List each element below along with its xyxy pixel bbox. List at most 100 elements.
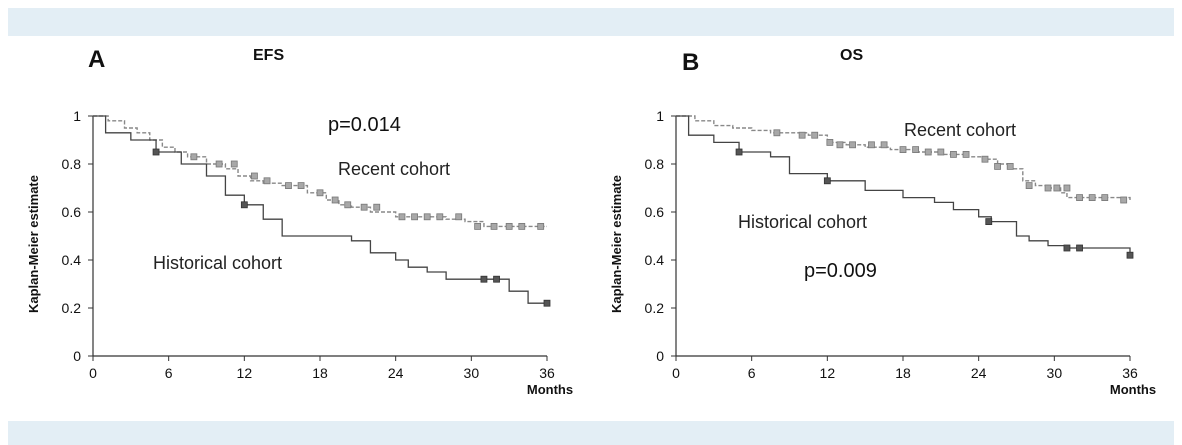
- censor-mark: [316, 189, 324, 197]
- censor-mark: [735, 148, 743, 156]
- censor-mark: [899, 146, 907, 153]
- censor-mark: [823, 177, 831, 185]
- x-axis-title: Months: [527, 382, 573, 397]
- x-tick-label: 30: [1047, 365, 1063, 381]
- y-tick-label: 0.6: [645, 204, 665, 220]
- x-tick-label: 18: [312, 365, 328, 381]
- censor-mark: [937, 148, 945, 156]
- y-tick-label: 0.8: [62, 156, 82, 172]
- panel-letter: A: [88, 46, 105, 73]
- censor-mark: [1120, 196, 1128, 204]
- y-tick-label: 0.8: [645, 156, 665, 172]
- censor-mark: [1126, 251, 1134, 259]
- top-band: [8, 8, 1174, 36]
- censor-mark: [924, 148, 932, 156]
- historical-cohort-label: Historical cohort: [153, 253, 282, 273]
- censor-mark: [537, 222, 545, 230]
- censor-mark: [480, 275, 488, 283]
- censor-mark: [1088, 194, 1096, 202]
- censor-mark: [962, 151, 970, 158]
- y-tick-label: 0.4: [645, 252, 665, 268]
- censor-mark: [360, 203, 368, 211]
- panel-b-os-chart: B OS 0 6 12 18 24 30 36 0 0.2 0.4 0.6 0.8 1 Months Kapla…: [594, 36, 1164, 420]
- censor-mark: [411, 213, 418, 221]
- censor-mark: [505, 222, 513, 230]
- y-tick-label: 0.2: [645, 300, 665, 316]
- censor-mark: [297, 182, 305, 190]
- censor-mark: [373, 203, 381, 211]
- censor-mark: [811, 131, 819, 139]
- km-chart-svg: B OS 0 6 12 18 24 30 36 0 0.2 0.4 0.6 0.8 1 Months Kapla…: [609, 47, 1156, 397]
- y-tick-label: 0.2: [62, 300, 82, 316]
- censor-mark: [285, 182, 292, 190]
- x-tick-label: 6: [748, 365, 756, 381]
- x-tick-label: 12: [237, 365, 253, 381]
- censor-mark: [518, 222, 526, 230]
- y-tick-label: 0: [73, 348, 81, 364]
- x-tick-label: 36: [1122, 365, 1138, 381]
- censor-mark: [981, 155, 989, 163]
- censor-mark: [263, 177, 271, 185]
- censor-mark: [1053, 184, 1061, 192]
- recent-cohort-label: Recent cohort: [338, 159, 450, 179]
- recent-cohort-label: Recent cohort: [904, 120, 1016, 140]
- censor-mark: [436, 213, 444, 221]
- censor-mark: [985, 218, 993, 226]
- x-tick-label: 24: [388, 365, 404, 381]
- panel-a-efs-chart: A EFS 0 6 12 18 24 30 36 0 0.2 0.4 0.6 0.8 1 Months Kapl…: [8, 36, 578, 420]
- censor-mark: [950, 151, 957, 158]
- chart-title: OS: [840, 47, 863, 64]
- censor-mark: [1006, 163, 1014, 170]
- y-tick-label: 1: [656, 108, 664, 124]
- y-tick-label: 0: [656, 348, 664, 364]
- y-tick-label: 0.6: [62, 204, 82, 220]
- censor-mark: [773, 129, 781, 137]
- historical-cohort-curve: [676, 115, 1131, 256]
- p-value-label: p=0.014: [328, 114, 401, 136]
- censor-mark: [836, 141, 844, 149]
- censor-mark: [344, 201, 352, 209]
- panel-letter: B: [682, 49, 699, 76]
- x-tick-label: 30: [464, 365, 480, 381]
- x-tick-label: 12: [820, 365, 836, 381]
- censor-mark: [152, 148, 160, 156]
- historical-cohort-label: Historical cohort: [738, 212, 867, 232]
- x-tick-label: 6: [165, 365, 173, 381]
- x-tick-label: 36: [539, 365, 555, 381]
- censor-mark: [1101, 194, 1109, 202]
- y-tick-label: 1: [73, 108, 81, 124]
- censor-mark: [1076, 194, 1083, 202]
- km-chart-svg: A EFS 0 6 12 18 24 30 36 0 0.2 0.4 0.6 0.8 1 Months Kapl…: [26, 46, 573, 397]
- censor-mark: [190, 153, 198, 161]
- censor-mark: [880, 141, 888, 149]
- y-tick-label: 0.4: [62, 252, 82, 268]
- censor-mark: [798, 131, 806, 139]
- bottom-band: [8, 421, 1174, 445]
- x-tick-label: 0: [672, 365, 680, 381]
- censor-mark: [251, 172, 258, 180]
- censor-mark: [826, 139, 834, 146]
- censor-mark: [331, 196, 339, 204]
- censor-mark: [1063, 244, 1071, 252]
- censor-mark: [423, 213, 431, 221]
- recent-cohort-curve: [676, 115, 1131, 200]
- chart-title: EFS: [253, 47, 284, 64]
- censor-mark: [912, 146, 920, 153]
- censor-mark: [455, 213, 463, 221]
- censor-mark: [215, 160, 223, 168]
- censor-mark: [474, 222, 482, 230]
- censor-mark: [1025, 182, 1033, 190]
- censor-mark: [543, 299, 551, 307]
- censor-mark: [398, 213, 406, 221]
- censor-mark: [490, 222, 498, 230]
- y-axis-title: Kaplan-Meier estimate: [609, 175, 624, 313]
- censor-mark: [994, 163, 1001, 170]
- censor-mark: [868, 141, 875, 149]
- x-tick-label: 18: [895, 365, 911, 381]
- x-tick-label: 24: [971, 365, 987, 381]
- y-axis-title: Kaplan-Meier estimate: [26, 175, 41, 313]
- censor-mark: [230, 160, 238, 168]
- censor-mark: [240, 201, 248, 209]
- censor-mark: [1063, 184, 1071, 192]
- recent-cohort-curve: [93, 115, 547, 228]
